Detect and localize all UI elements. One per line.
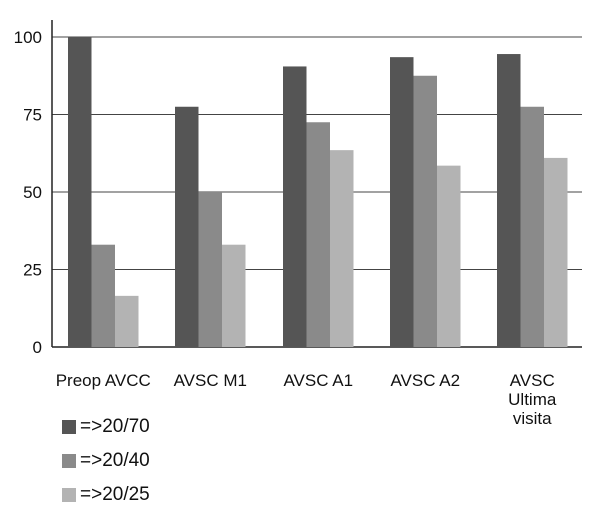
legend-swatch: [62, 488, 76, 502]
y-tick-label: 100: [14, 28, 42, 47]
bar-series2-cat3: [306, 122, 330, 347]
bar-series2-cat1: [91, 244, 115, 347]
bar-series3-cat1: [115, 295, 139, 347]
bar-series1-cat1: [68, 37, 92, 347]
y-tick-label: 0: [33, 338, 42, 357]
legend-swatch: [62, 420, 76, 434]
bar-series2-cat2: [198, 192, 222, 347]
y-tick-labels: 0 25 50 75 100: [14, 28, 42, 357]
bar-series3-cat2: [222, 244, 246, 347]
bars: [68, 37, 568, 348]
legend: =>20/70 =>20/40 =>20/25: [62, 412, 150, 514]
bar-series1-cat5: [497, 54, 521, 348]
x-category-label: Preop AVCC: [56, 371, 151, 390]
bar-series3-cat3: [330, 150, 354, 347]
x-category-label: AVSC A2: [390, 371, 460, 390]
legend-item: =>20/70: [62, 412, 150, 442]
y-tick-label: 75: [23, 106, 42, 125]
legend-swatch: [62, 454, 76, 468]
x-category-label: AVSC M1: [174, 371, 247, 390]
legend-label: =>20/70: [80, 416, 150, 437]
bar-series2-cat4: [413, 75, 437, 347]
bar-series1-cat4: [390, 57, 414, 348]
y-tick-label: 50: [23, 183, 42, 202]
bar-series2-cat5: [520, 106, 544, 347]
bar-series1-cat3: [283, 66, 307, 347]
legend-item: =>20/40: [62, 446, 150, 476]
x-category-label: visita: [513, 409, 552, 428]
x-category-labels: Preop AVCC AVSC M1 AVSC A1 AVSC A2 AVSCUltim…: [56, 371, 557, 428]
legend-item: =>20/25: [62, 480, 150, 510]
legend-label: =>20/25: [80, 484, 150, 505]
bar-series1-cat2: [175, 106, 199, 347]
x-category-label: AVSC: [510, 371, 555, 390]
y-tick-label: 25: [23, 261, 42, 280]
bar-series3-cat4: [437, 165, 461, 347]
bar-series3-cat5: [544, 157, 568, 347]
legend-label: =>20/40: [80, 450, 150, 471]
x-category-label: AVSC A1: [283, 371, 353, 390]
x-category-label: Ultima: [508, 390, 557, 409]
